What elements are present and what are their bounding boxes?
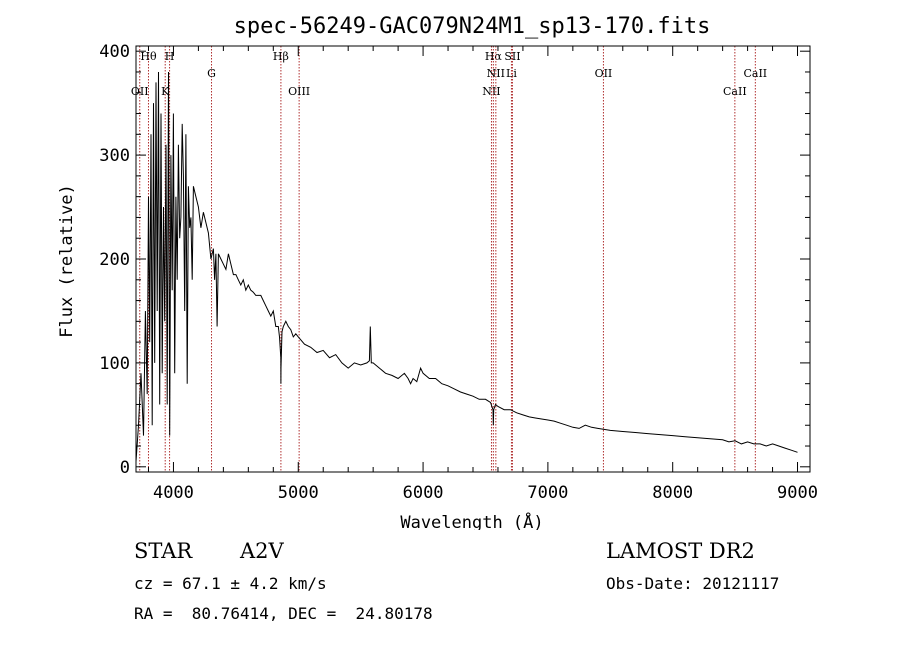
y-tick-label: 400 xyxy=(99,42,130,62)
spectrum-chart: spec-56249-GAC079N24M1_sp13-170.fits OII… xyxy=(57,14,818,530)
object-subclass: A2V xyxy=(240,539,284,563)
object-class: STAR xyxy=(134,539,193,563)
spectral-line-label: Hθ xyxy=(140,50,157,63)
survey-name: LAMOST DR2 xyxy=(606,539,755,563)
spectral-line-label: Hα xyxy=(485,50,503,63)
spectral-line-label: OIII xyxy=(288,85,310,98)
spectral-line-label: CaII xyxy=(743,67,767,80)
x-tick-label: 5000 xyxy=(278,483,319,503)
x-tick-label: 6000 xyxy=(403,483,444,503)
spectral-line-label: NII xyxy=(482,85,500,98)
spectral-line-label: Li xyxy=(506,67,517,80)
y-tick-label: 200 xyxy=(99,250,130,270)
axis-ticks: 4000 5000 6000 7000 8000 9000 0 100 200 300 400 xyxy=(99,42,818,503)
coordinates: RA = 80.76414, DEC = 24.80178 xyxy=(134,604,433,623)
x-axis-label: Wavelength (Å) xyxy=(400,511,543,530)
spectral-line-label: K xyxy=(161,85,170,98)
y-axis-label: Flux (relative) xyxy=(57,184,77,338)
x-tick-label: 9000 xyxy=(777,483,818,503)
x-tick-label: 4000 xyxy=(153,483,194,503)
spectral-line-label: OII xyxy=(131,85,149,98)
spectral-line-label: NII xyxy=(487,67,505,80)
y-tick-label: 100 xyxy=(99,354,130,374)
spectrum-series xyxy=(135,71,798,462)
spectral-line-label: H xyxy=(165,50,175,63)
plot-frame xyxy=(135,45,811,473)
spectral-line-label: SII xyxy=(504,50,520,63)
spectral-line-label: OII xyxy=(595,67,613,80)
y-tick-label: 300 xyxy=(99,146,130,166)
spectrum-line xyxy=(135,71,798,462)
chart-title: spec-56249-GAC079N24M1_sp13-170.fits xyxy=(234,14,711,39)
spectral-line-label: Hβ xyxy=(273,50,289,63)
x-tick-label: 7000 xyxy=(527,483,568,503)
observation-date: Obs-Date: 20121117 xyxy=(606,574,780,593)
redshift-value: cz = 67.1 ± 4.2 km/s xyxy=(134,574,327,593)
spectral-line-label: G xyxy=(207,67,216,80)
x-tick-label: 8000 xyxy=(652,483,693,503)
spectral-line-label: CaII xyxy=(723,85,747,98)
y-tick-label: 0 xyxy=(120,458,130,478)
